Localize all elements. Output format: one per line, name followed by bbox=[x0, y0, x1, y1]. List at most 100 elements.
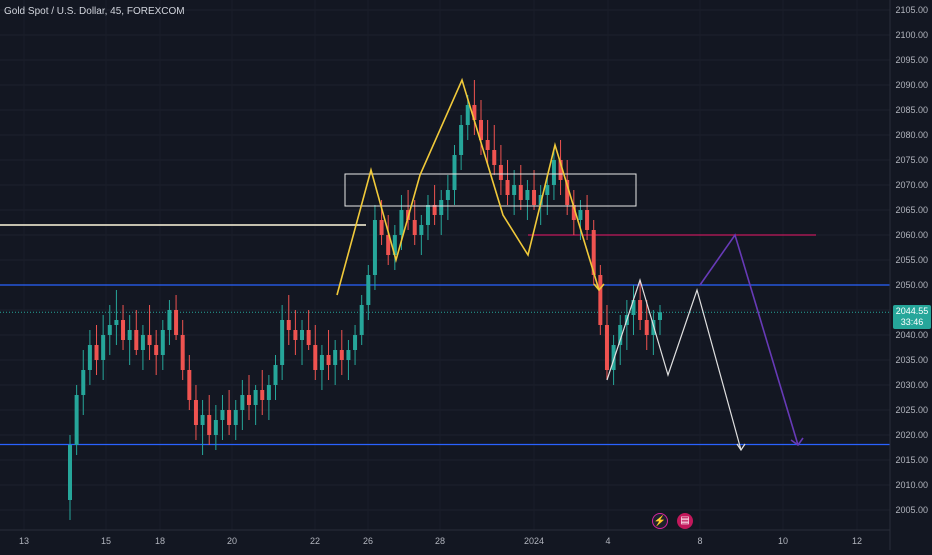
price-tick-label: 2040.00 bbox=[895, 330, 928, 340]
candle-body bbox=[286, 320, 291, 330]
candle-body bbox=[147, 335, 152, 345]
price-tick-label: 2035.00 bbox=[895, 355, 928, 365]
candle-body bbox=[439, 200, 444, 215]
candle-body bbox=[604, 325, 609, 370]
candle-body bbox=[479, 120, 484, 140]
candle-body bbox=[94, 345, 99, 360]
candle-body bbox=[319, 355, 324, 370]
candle-body bbox=[246, 395, 251, 405]
candle-body bbox=[412, 220, 417, 235]
candle-body bbox=[121, 320, 126, 340]
candle-body bbox=[339, 350, 344, 360]
candle-body bbox=[227, 410, 232, 425]
candle-body bbox=[207, 415, 212, 435]
candle-body bbox=[372, 220, 377, 275]
levels-layer bbox=[0, 224, 890, 446]
candle-body bbox=[425, 205, 430, 225]
candle-body bbox=[545, 185, 550, 195]
candle-body bbox=[359, 305, 364, 335]
candle-body bbox=[68, 445, 72, 500]
candle-body bbox=[127, 330, 132, 340]
candle-body bbox=[114, 320, 119, 325]
candle-body bbox=[532, 190, 537, 205]
candle-body bbox=[260, 390, 265, 400]
candle-body bbox=[233, 410, 238, 425]
candle-body bbox=[280, 320, 285, 365]
candle-body bbox=[419, 225, 424, 235]
date-tick-label: 26 bbox=[363, 536, 373, 546]
candle-body bbox=[631, 300, 636, 315]
candle-body bbox=[518, 185, 523, 200]
candle-body bbox=[551, 160, 556, 185]
lightning-bolt-icon[interactable]: ⚡ bbox=[652, 513, 668, 529]
yellow-arrow-head bbox=[593, 283, 605, 292]
price-tick-label: 2080.00 bbox=[895, 130, 928, 140]
candle-body bbox=[140, 335, 145, 350]
candle-body bbox=[240, 395, 245, 410]
candle-body bbox=[193, 400, 198, 425]
candle-body bbox=[300, 330, 305, 340]
date-tick-label: 13 bbox=[19, 536, 29, 546]
date-tick-label: 10 bbox=[778, 536, 788, 546]
white-projection-path bbox=[606, 277, 742, 451]
candle-body bbox=[386, 235, 391, 255]
candle-body bbox=[565, 180, 570, 205]
candle-body bbox=[538, 195, 543, 205]
candle-body bbox=[432, 205, 437, 215]
price-tick-label: 2015.00 bbox=[895, 455, 928, 465]
candle-body bbox=[611, 345, 616, 370]
candle-body bbox=[253, 390, 258, 405]
candle-body bbox=[465, 105, 470, 125]
date-tick-label: 18 bbox=[155, 536, 165, 546]
candle-body bbox=[87, 345, 92, 370]
date-tick-label: 12 bbox=[852, 536, 862, 546]
candle-body bbox=[558, 160, 563, 180]
candle-body bbox=[273, 365, 278, 385]
last-price-value: 2044.55 bbox=[895, 306, 929, 316]
candle-body bbox=[160, 330, 165, 355]
candle-body bbox=[392, 235, 397, 255]
price-tick-label: 2050.00 bbox=[895, 280, 928, 290]
candle-body bbox=[346, 350, 351, 360]
candle-body bbox=[167, 310, 172, 330]
date-tick-label: 15 bbox=[101, 536, 111, 546]
candle-body bbox=[498, 165, 503, 180]
us-flag-icon[interactable]: ▤ bbox=[677, 513, 693, 529]
price-tick-label: 2095.00 bbox=[895, 55, 928, 65]
date-tick-label: 2024 bbox=[524, 536, 544, 546]
candle-body bbox=[618, 325, 623, 345]
candle-body bbox=[313, 345, 318, 370]
candle-body bbox=[459, 125, 464, 155]
candle-body bbox=[492, 150, 497, 165]
candle-body bbox=[74, 395, 79, 445]
candle-body bbox=[366, 275, 371, 305]
candle-body bbox=[585, 210, 590, 230]
symbol-title[interactable]: Gold Spot / U.S. Dollar, 45, FOREXCOM bbox=[4, 6, 185, 17]
date-tick-label: 20 bbox=[227, 536, 237, 546]
candle-body bbox=[81, 370, 86, 395]
candle-body bbox=[306, 330, 311, 345]
price-tick-label: 2085.00 bbox=[895, 105, 928, 115]
price-tick-label: 2060.00 bbox=[895, 230, 928, 240]
candle-body bbox=[399, 210, 404, 235]
time-axis[interactable]: 13 15 18 20 22 26 28 2024 4 8 10 12 bbox=[0, 529, 890, 546]
candles-layer bbox=[68, 80, 662, 520]
date-tick-label: 28 bbox=[435, 536, 445, 546]
candle-body bbox=[200, 415, 205, 425]
date-tick-label: 4 bbox=[605, 536, 610, 546]
candle-body bbox=[180, 335, 185, 370]
price-tick-label: 2025.00 bbox=[895, 405, 928, 415]
candle-body bbox=[485, 140, 490, 150]
price-tick-label: 2010.00 bbox=[895, 480, 928, 490]
candle-body bbox=[293, 330, 298, 340]
candle-body bbox=[445, 190, 450, 200]
price-tick-label: 2065.00 bbox=[895, 205, 928, 215]
yellow-zigzag-path bbox=[336, 77, 600, 296]
candle-body bbox=[525, 190, 530, 200]
price-tick-label: 2075.00 bbox=[895, 155, 928, 165]
candle-body bbox=[591, 230, 596, 275]
candle-body bbox=[638, 300, 643, 320]
